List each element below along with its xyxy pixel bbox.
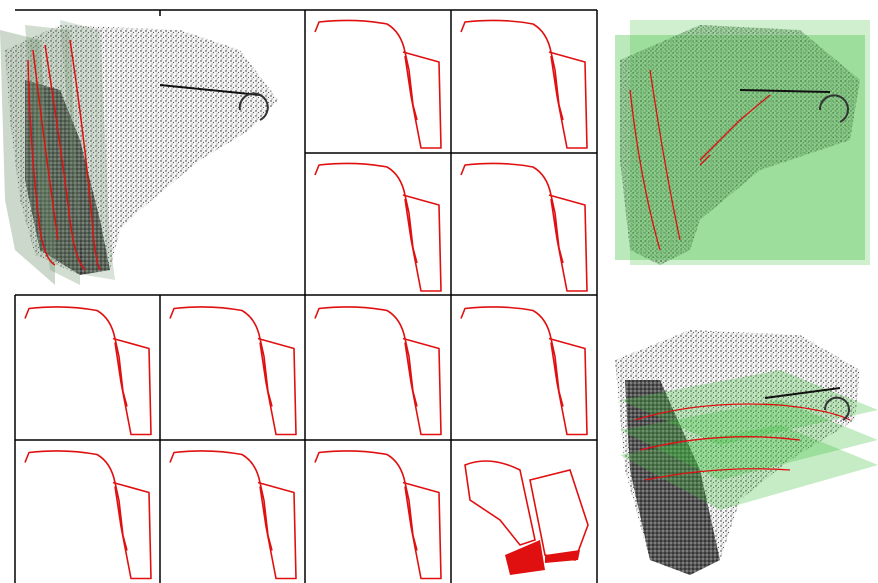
slice-panels-use: [25, 307, 151, 435]
slice-panels-use: [25, 451, 151, 579]
slice-panels-g: [465, 461, 588, 560]
top-right-cloud: [615, 20, 870, 265]
slice-panels-use: [461, 307, 587, 435]
figure: [0, 0, 878, 583]
main-point-cloud: [0, 20, 278, 285]
slice-panels-g-path: [465, 461, 535, 545]
slice-panels-use: [315, 451, 441, 579]
slice-panels-use: [315, 163, 441, 291]
slice-panels-use: [315, 307, 441, 435]
bottom-right-cloud: [615, 330, 878, 575]
slice-panels-use: [315, 20, 441, 148]
slice-panels-use: [461, 20, 587, 148]
slice-panels-use: [461, 163, 587, 291]
slice-panels-use: [170, 307, 296, 435]
slice-panels-use: [170, 451, 296, 579]
